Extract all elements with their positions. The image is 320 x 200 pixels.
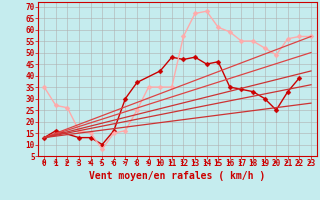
X-axis label: Vent moyen/en rafales ( km/h ): Vent moyen/en rafales ( km/h ) [90, 171, 266, 181]
